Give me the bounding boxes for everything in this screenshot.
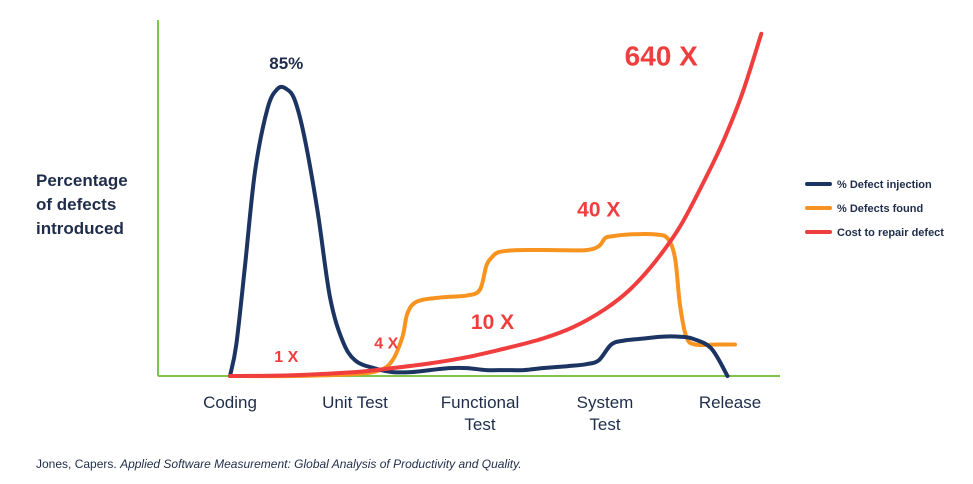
x-tick-label: Test: [589, 415, 620, 434]
annotation-label: 40 X: [577, 199, 620, 222]
citation: Jones, Capers. Applied Software Measurem…: [36, 457, 522, 471]
x-tick-label: System: [577, 393, 634, 412]
x-tick-label: Functional: [441, 393, 519, 412]
legend-entry: % Defects found: [837, 203, 923, 215]
annotation-label: 10 X: [471, 311, 514, 334]
x-tick-label: Test: [464, 415, 495, 434]
series-line-defect-injection: [228, 84, 730, 378]
annotations: 85% 1 X 4 X 10 X 40 X 640 X: [269, 40, 698, 366]
y-axis-label-line: introduced: [36, 219, 124, 238]
series-line-cost-to-repair-defect: [228, 31, 764, 378]
annotation-label: 1 X: [274, 349, 298, 366]
y-axis-label-line: of defects: [36, 195, 116, 214]
y-axis-label: Percentage of defects introduced: [36, 171, 128, 238]
citation-author: Jones, Capers.: [36, 457, 117, 471]
y-axis-label-line: Percentage: [36, 171, 128, 190]
x-tick-label: Coding: [203, 393, 257, 412]
legend: % Defect injection % Defects found Cost to…: [805, 179, 944, 239]
legend-entry: Cost to repair defect: [837, 227, 944, 239]
annotation-label: 85%: [269, 54, 303, 73]
x-tick-label: Release: [699, 393, 761, 412]
series-line-defects-found: [228, 232, 737, 379]
x-tick-label: Unit Test: [322, 393, 388, 412]
citation-title: Applied Software Measurement: Global Ana…: [120, 457, 522, 471]
annotation-label: 640 X: [625, 40, 698, 71]
x-tick-labels: Coding Unit Test Functional Test System Test R…: [203, 393, 761, 434]
annotation-label: 4 X: [374, 335, 398, 352]
series-lines: [228, 31, 764, 379]
legend-entry: % Defect injection: [837, 179, 932, 191]
